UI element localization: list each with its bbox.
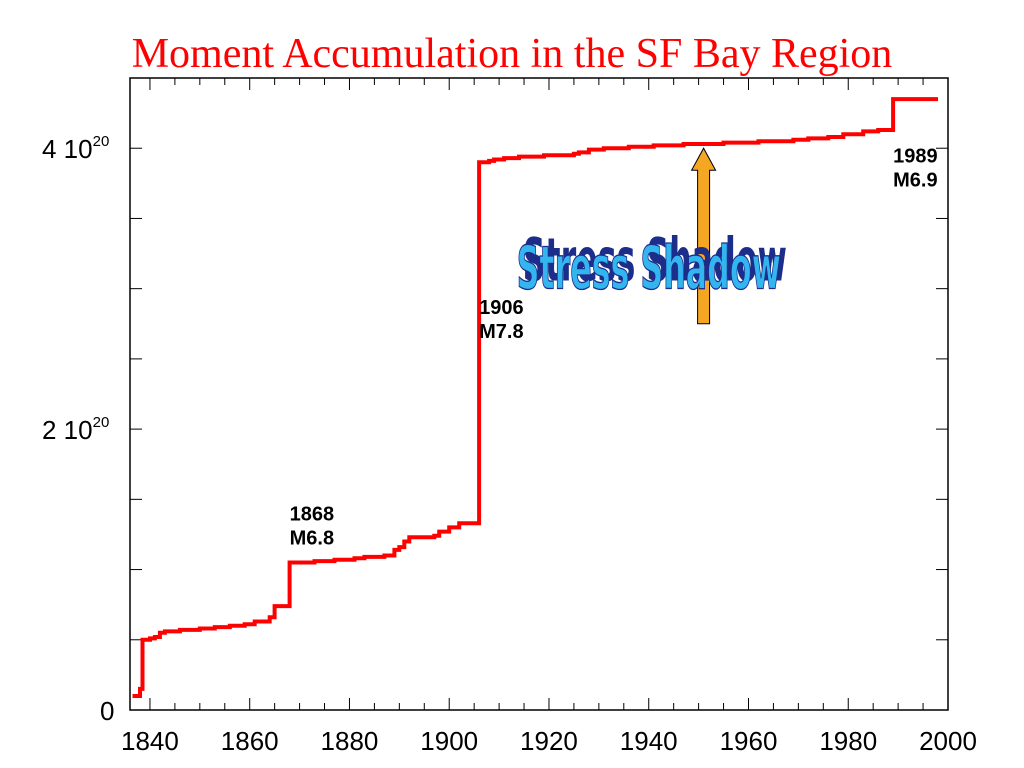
x-tick-label: 1860 [221, 726, 279, 756]
callout-shadow-text: Stress Shadow [523, 227, 787, 296]
event-year-label: 1989 [893, 145, 938, 167]
event-magnitude-label: M6.9 [893, 169, 937, 191]
x-tick-labels: 1840 1860 1880 1900 1920 1940 1960 1980 2000 [121, 726, 977, 756]
callout-text: Stress Shadow [517, 235, 781, 304]
event-year-label: 1906 [479, 297, 524, 319]
x-tick-label: 1840 [121, 726, 179, 756]
stress-shadow-arrow [690, 147, 717, 325]
axis-ticks [130, 77, 949, 711]
event-magnitude-label: M7.8 [479, 321, 523, 343]
event-magnitude-label: M6.8 [290, 527, 334, 549]
x-tick-label: 1920 [520, 726, 578, 756]
x-tick-label: 1880 [321, 726, 379, 756]
y-tick-label: 0 [100, 696, 114, 726]
y-tick-label: 2 1020 [42, 414, 109, 445]
series-line [132, 97, 938, 698]
up-arrow-icon [690, 147, 717, 325]
x-tick-label: 1900 [420, 726, 478, 756]
x-tick-label: 1980 [819, 726, 877, 756]
page-title: Moment Accumulation in the SF Bay Region [131, 31, 893, 77]
y-tick-label: 4 1020 [42, 133, 109, 164]
x-tick-label: 1940 [620, 726, 678, 756]
x-tick-label: 1960 [720, 726, 778, 756]
x-tick-label: 2000 [919, 726, 977, 756]
y-tick-labels: 0 2 1020 4 1020 [42, 133, 114, 726]
event-year-label: 1868 [290, 503, 335, 525]
plot-frame [129, 77, 949, 711]
